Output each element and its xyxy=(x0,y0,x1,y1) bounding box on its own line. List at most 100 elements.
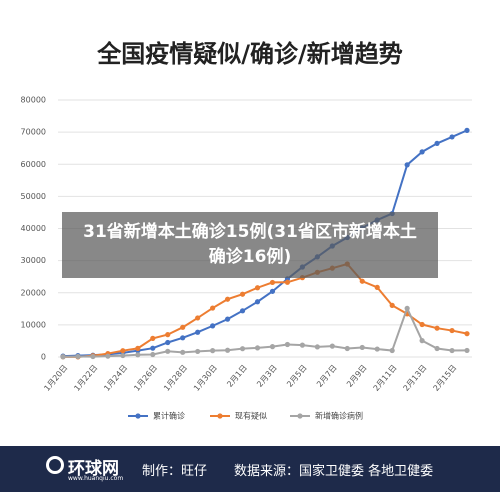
y-tick-label: 10000 xyxy=(21,320,46,329)
y-tick-label: 70000 xyxy=(21,128,46,137)
y-tick-label: 30000 xyxy=(21,256,46,265)
y-tick-label: 60000 xyxy=(21,160,46,169)
series-line xyxy=(62,262,468,358)
point xyxy=(434,345,440,352)
point xyxy=(359,278,365,284)
point xyxy=(269,279,276,286)
point xyxy=(434,325,440,331)
point xyxy=(180,335,186,341)
point xyxy=(389,302,395,308)
x-tick-label: 1月30日 xyxy=(192,363,219,393)
caption-overlay: 31省新增本土确诊15例(31省区市新增本土确诊16例) xyxy=(62,212,438,278)
point xyxy=(299,342,306,348)
point xyxy=(329,343,335,349)
source: 数据来源：国家卫健委 各地卫健委 xyxy=(234,464,434,479)
point xyxy=(404,162,410,168)
legend-label: 新增确诊病例 xyxy=(315,411,363,421)
point xyxy=(239,308,246,314)
point xyxy=(210,305,216,311)
chart-title: 全国疫情疑似/确诊/新增趋势 xyxy=(96,40,403,68)
point xyxy=(150,345,156,351)
point xyxy=(90,353,96,360)
x-tick-label: 2月5日 xyxy=(285,363,309,389)
x-tick-label: 2月3日 xyxy=(255,363,279,389)
point xyxy=(150,335,156,341)
point xyxy=(314,344,320,350)
legend-marker xyxy=(297,413,303,419)
point xyxy=(120,352,126,359)
point xyxy=(464,331,470,337)
legend-label: 累计确诊 xyxy=(153,411,185,421)
point xyxy=(419,149,425,155)
point xyxy=(165,339,171,346)
point xyxy=(239,291,246,297)
point xyxy=(359,344,365,351)
x-tick-label: 1月20日 xyxy=(42,363,69,393)
point xyxy=(105,353,111,359)
point xyxy=(210,348,216,354)
point xyxy=(195,329,201,335)
legend-label: 现有疑似 xyxy=(235,411,267,421)
point xyxy=(120,348,126,354)
point xyxy=(269,344,276,350)
point xyxy=(449,327,455,334)
point xyxy=(224,316,231,322)
series-line xyxy=(62,305,468,358)
point xyxy=(180,324,186,330)
point xyxy=(180,349,186,355)
point xyxy=(239,346,246,352)
x-tick-label: 1月28日 xyxy=(162,363,189,393)
x-tick-label: 1月22日 xyxy=(72,363,99,393)
author: 制作：旺仔 xyxy=(142,464,208,479)
point xyxy=(374,346,380,352)
x-tick-label: 1月26日 xyxy=(132,363,159,393)
point xyxy=(464,347,470,354)
point xyxy=(449,134,455,140)
point xyxy=(344,345,350,352)
x-tick-label: 2月9日 xyxy=(345,363,369,389)
point xyxy=(60,354,66,360)
x-tick-label: 1月24日 xyxy=(102,363,129,393)
point xyxy=(374,284,380,290)
point xyxy=(150,351,156,358)
point xyxy=(224,296,231,302)
point xyxy=(195,348,201,355)
point xyxy=(254,285,261,291)
point xyxy=(165,348,171,354)
caption: 31省新增本土确诊15例(31省区市新增本土确诊16例) xyxy=(83,222,417,267)
x-tick-label: 2月13日 xyxy=(402,363,429,393)
point xyxy=(464,127,470,133)
x-tick-label: 2月15日 xyxy=(431,363,458,393)
point xyxy=(404,305,410,311)
point xyxy=(210,323,216,329)
point xyxy=(75,353,81,360)
legend-marker xyxy=(135,413,141,419)
point xyxy=(284,279,291,285)
point xyxy=(389,347,395,354)
point xyxy=(135,352,141,358)
legend-marker xyxy=(217,413,223,419)
logo-url: www.huanqiu.com xyxy=(68,475,124,482)
y-tick-label: 40000 xyxy=(21,224,46,233)
point xyxy=(434,140,440,146)
x-tick-label: 2月11日 xyxy=(372,363,399,393)
x-tick-label: 2月1日 xyxy=(225,363,249,389)
point xyxy=(195,315,201,321)
y-tick-label: 0 xyxy=(41,353,46,362)
y-tick-label: 20000 xyxy=(21,288,46,297)
logo-icon xyxy=(46,456,64,474)
logo: 环球网 xyxy=(68,459,119,479)
x-tick-label: 2月7日 xyxy=(315,363,339,389)
point xyxy=(224,347,231,353)
point xyxy=(419,321,425,328)
point xyxy=(254,345,261,351)
footer: 环球网 www.huanqiu.com 制作：旺仔 数据来源：国家卫健委 各地卫… xyxy=(0,446,500,492)
y-tick-label: 50000 xyxy=(21,192,46,201)
point xyxy=(449,347,455,354)
point xyxy=(419,338,425,344)
series-line xyxy=(62,129,468,358)
chart: 全国疫情疑似/确诊/新增趋势 0 10000 20000 30000 40000 5000… xyxy=(21,40,472,421)
point xyxy=(284,341,291,348)
point xyxy=(135,345,141,351)
